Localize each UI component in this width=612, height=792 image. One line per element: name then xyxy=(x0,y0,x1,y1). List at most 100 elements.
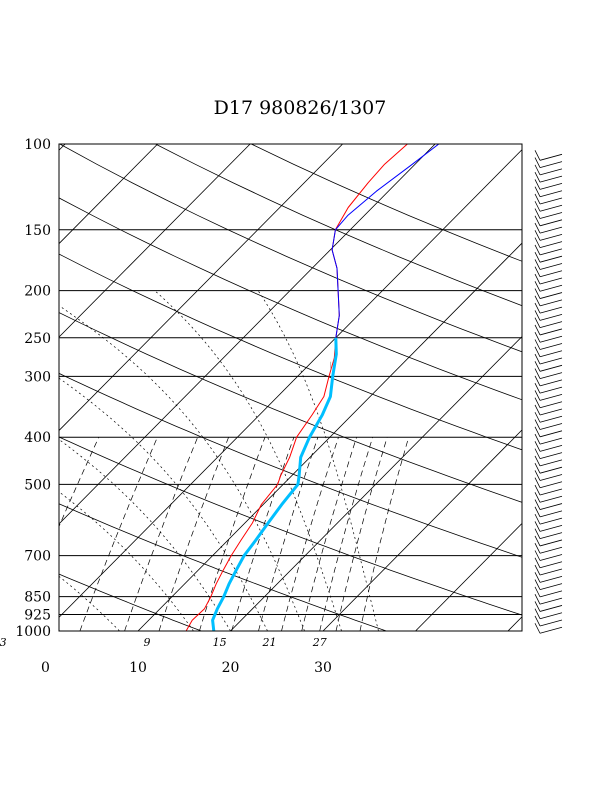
wind-barb-flag xyxy=(534,557,541,568)
isotherm-line xyxy=(137,242,522,631)
temperature-axis: −100102030 xyxy=(41,660,332,676)
wind-barb-flag xyxy=(534,492,541,503)
wind-barb xyxy=(539,605,563,612)
dry-adiabat-line xyxy=(59,372,522,558)
wind-barb xyxy=(539,590,563,598)
pressure-tick-label: 1000 xyxy=(15,624,51,640)
wind-barb xyxy=(539,270,563,278)
wind-barb xyxy=(539,219,563,227)
mixing-ratio-label: 21 xyxy=(262,636,277,649)
chart-title: D17 980826/1307 xyxy=(214,97,387,119)
pressure-tick-label: 300 xyxy=(24,369,51,385)
profile-line-2 xyxy=(211,337,338,631)
wind-barb xyxy=(539,161,563,168)
temperature-tick-label: 30 xyxy=(314,660,332,676)
wind-barb xyxy=(539,226,563,234)
wind-barb xyxy=(539,197,563,205)
wind-barb-flag xyxy=(534,368,541,379)
wind-barb xyxy=(539,306,563,314)
wind-barb xyxy=(539,510,563,518)
wind-barb-flag xyxy=(534,361,541,372)
wind-barb xyxy=(539,248,563,256)
mixing-ratio-line xyxy=(124,437,199,631)
wind-barb-flag xyxy=(534,237,541,248)
mixing-ratio-line xyxy=(258,437,319,631)
wind-barb-flag xyxy=(534,593,541,605)
wind-barb-flag xyxy=(534,572,541,583)
wind-barb xyxy=(539,503,563,510)
wind-barb-flag xyxy=(534,463,541,474)
wind-barb-flag xyxy=(534,324,541,336)
moist-adiabat-line xyxy=(59,305,305,631)
grid xyxy=(59,144,522,631)
mixing-ratio-line xyxy=(335,437,388,631)
plot-frame xyxy=(58,143,523,632)
wind-barb xyxy=(539,532,563,540)
wind-barb xyxy=(539,401,563,409)
wind-barb xyxy=(539,452,563,460)
wind-barb-flag xyxy=(534,266,541,277)
wind-barb-flag xyxy=(534,186,541,197)
dry-adiabat-line xyxy=(155,144,522,307)
moist-adiabat-line xyxy=(154,290,342,631)
wind-barb-flag xyxy=(534,513,541,525)
wind-barb-flag xyxy=(534,623,541,634)
wind-barb xyxy=(539,277,563,285)
wind-barb-flag xyxy=(534,375,541,387)
isotherm-line xyxy=(322,429,522,631)
wind-barb-flag xyxy=(534,390,541,401)
profile-line-1 xyxy=(331,144,440,338)
wind-barb xyxy=(539,212,563,219)
wind-barb-flag xyxy=(534,281,541,292)
wind-barb xyxy=(539,597,563,605)
wind-barb-flag xyxy=(534,201,541,212)
isobars xyxy=(59,143,522,632)
pressure-tick-label: 250 xyxy=(24,331,51,347)
wind-barb xyxy=(539,357,563,365)
wind-barb xyxy=(539,241,563,249)
wind-barb xyxy=(539,481,563,489)
wind-barb xyxy=(539,386,563,394)
isotherm-line xyxy=(230,335,522,631)
wind-barb-flag xyxy=(534,222,541,234)
wind-barb-flag xyxy=(534,353,541,365)
wind-barb-flag xyxy=(534,412,541,423)
temperature-tick-label: 20 xyxy=(222,660,240,676)
mixing-ratio-line xyxy=(319,437,374,631)
isotherm-line xyxy=(59,144,158,245)
wind-barb xyxy=(539,612,563,620)
isotherm-line xyxy=(59,144,343,432)
moist-adiabat-line xyxy=(59,491,194,631)
wind-barb-flag xyxy=(534,150,541,161)
pressure-tick-label: 400 xyxy=(24,430,51,446)
wind-barb-flag xyxy=(534,586,541,598)
wind-barb-flag xyxy=(534,470,541,481)
wind-barb xyxy=(539,408,563,416)
wind-barb-flag xyxy=(534,441,541,452)
isotherm-line xyxy=(415,522,522,631)
moist-adiabat-line xyxy=(257,290,379,631)
mixing-ratio-line xyxy=(79,437,158,631)
pressure-tick-label: 200 xyxy=(24,284,51,300)
wind-barb xyxy=(539,314,563,321)
mixing-ratio-label: 27 xyxy=(312,636,327,649)
wind-barb xyxy=(539,153,563,161)
wind-barb-flag xyxy=(534,157,541,168)
wind-barb-flag xyxy=(534,499,541,510)
wind-barb xyxy=(539,415,563,423)
wind-barb-flag xyxy=(534,601,541,612)
mixing-ratio-label: 15 xyxy=(213,636,227,649)
wind-barb-flag xyxy=(534,339,541,350)
wind-barb xyxy=(539,539,563,547)
dry-adiabat-line xyxy=(59,144,522,353)
wind-barb xyxy=(539,495,563,503)
wind-barb xyxy=(539,379,563,387)
wind-barb-flag xyxy=(534,477,541,488)
wind-barb-flag xyxy=(534,259,541,270)
wind-barb xyxy=(539,554,563,561)
wind-barb xyxy=(539,525,563,532)
wind-barb xyxy=(539,474,563,481)
wind-barb xyxy=(539,263,563,270)
wind-barb-flag xyxy=(534,244,541,256)
wind-barb-flag xyxy=(534,208,541,219)
